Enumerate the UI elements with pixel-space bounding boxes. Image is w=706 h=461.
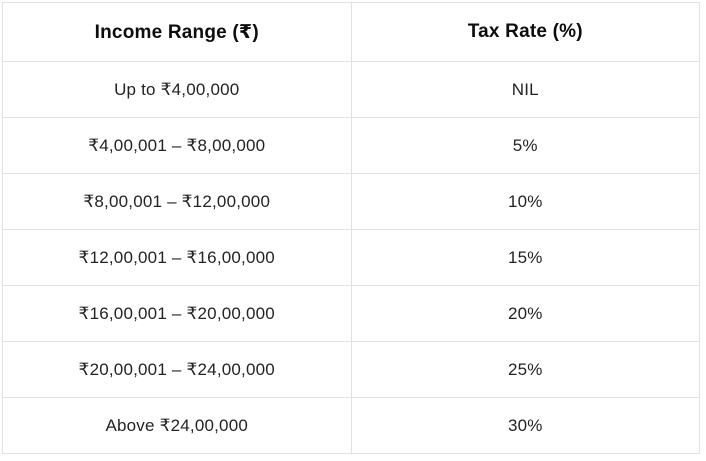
income-range-cell: ₹12,00,001 – ₹16,00,000 — [2, 229, 352, 286]
tax-rate-cell: NIL — [350, 61, 700, 118]
column-header-tax-rate: Tax Rate (%) — [350, 2, 700, 62]
table-row: ₹12,00,001 – ₹16,00,000 15% — [2, 229, 700, 286]
income-range-cell: Above ₹24,00,000 — [2, 397, 352, 454]
table-row: ₹20,00,001 – ₹24,00,000 25% — [2, 341, 700, 398]
table-row: ₹16,00,001 – ₹20,00,000 20% — [2, 285, 700, 342]
income-range-cell: Up to ₹4,00,000 — [2, 61, 352, 118]
tax-rate-cell: 20% — [350, 285, 700, 342]
column-header-income-range: Income Range (₹) — [2, 2, 352, 62]
tax-rate-cell: 30% — [350, 397, 700, 454]
table-row: ₹4,00,001 – ₹8,00,000 5% — [2, 117, 700, 174]
table-row: ₹8,00,001 – ₹12,00,000 10% — [2, 173, 700, 230]
tax-rate-cell: 15% — [350, 229, 700, 286]
income-tax-slab-table: Income Range (₹) Tax Rate (%) Up to ₹4,0… — [2, 2, 700, 454]
tax-rate-cell: 5% — [350, 117, 700, 174]
table-body: Up to ₹4,00,000 NIL ₹4,00,001 – ₹8,00,00… — [2, 61, 700, 454]
income-range-cell: ₹16,00,001 – ₹20,00,000 — [2, 285, 352, 342]
table-row: Above ₹24,00,000 30% — [2, 397, 700, 454]
tax-rate-cell: 10% — [350, 173, 700, 230]
table-row: Up to ₹4,00,000 NIL — [2, 61, 700, 118]
header-row: Income Range (₹) Tax Rate (%) — [2, 2, 700, 62]
income-range-cell: ₹4,00,001 – ₹8,00,000 — [2, 117, 352, 174]
income-range-cell: ₹8,00,001 – ₹12,00,000 — [2, 173, 352, 230]
income-range-cell: ₹20,00,001 – ₹24,00,000 — [2, 341, 352, 398]
tax-rate-cell: 25% — [350, 341, 700, 398]
table-header: Income Range (₹) Tax Rate (%) — [2, 2, 700, 62]
